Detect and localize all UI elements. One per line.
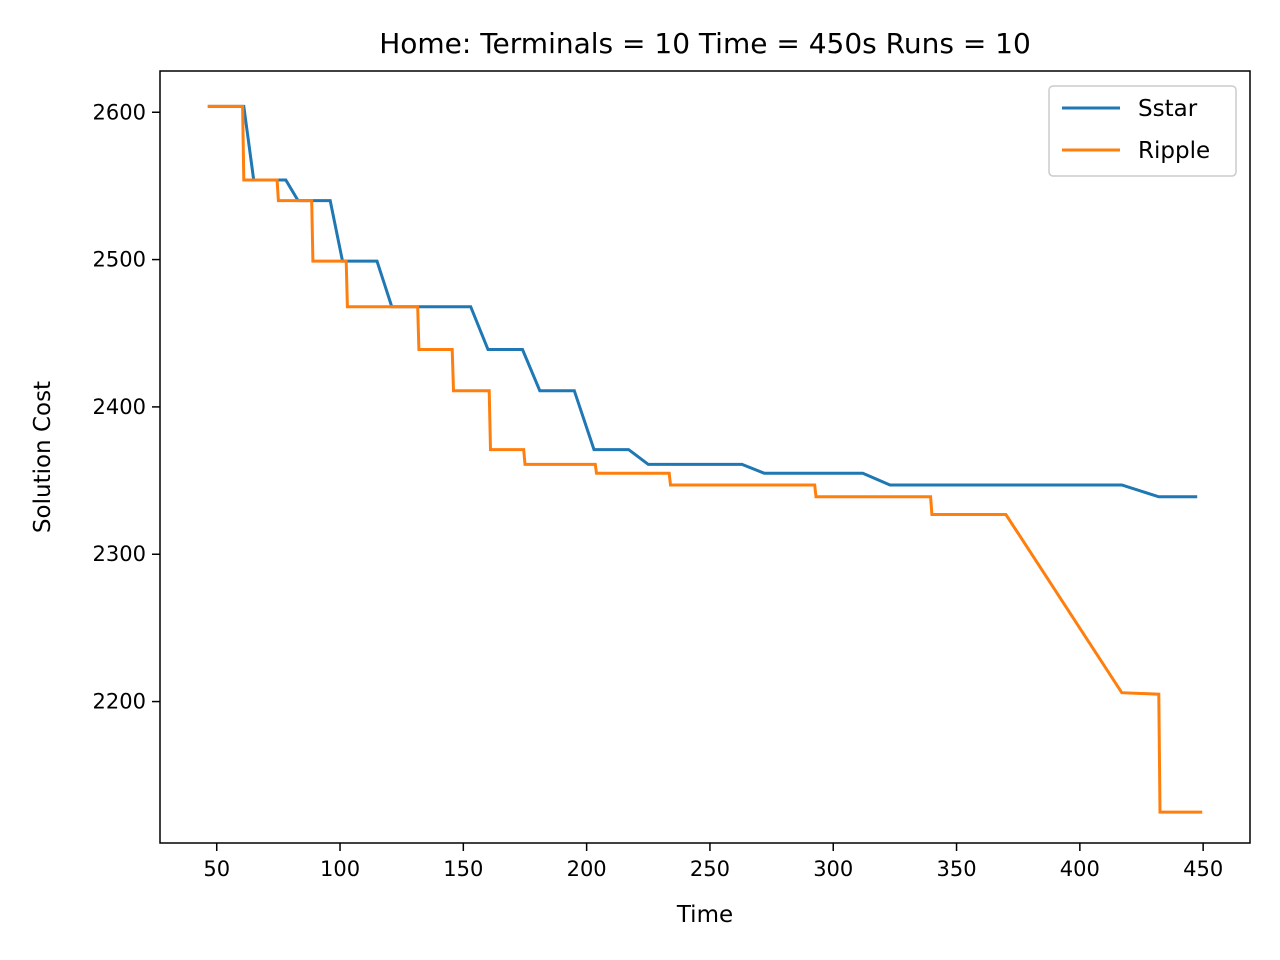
series-line-sstar — [207, 104, 1198, 499]
plot-frame — [159, 70, 1251, 844]
y-tick-label: 2300 — [93, 542, 146, 566]
x-tick-label: 200 — [567, 857, 607, 881]
x-tick-label: 450 — [1183, 857, 1223, 881]
x-tick-label: 350 — [936, 857, 976, 881]
y-tick-label: 2600 — [93, 100, 146, 124]
x-tick-label: 100 — [320, 857, 360, 881]
ticks-layer: 50 100 150 200 250 300 350 400 450 2200 2300 2400 25… — [93, 100, 1224, 881]
y-tick-label: 2400 — [93, 395, 146, 419]
chart-title: Home: Terminals = 10 Time = 450s Runs = … — [379, 27, 1031, 60]
legend-label-ripple: Ripple — [1138, 138, 1210, 164]
y-tick-label: 2200 — [93, 690, 146, 714]
series-layer — [207, 104, 1203, 814]
y-axis-label: Solution Cost — [30, 381, 56, 533]
x-tick-label: 400 — [1060, 857, 1100, 881]
series-line-ripple — [207, 104, 1203, 814]
y-tick-label: 2500 — [93, 248, 146, 272]
legend: Sstar Ripple — [1048, 85, 1237, 177]
x-tick-label: 250 — [690, 857, 730, 881]
x-tick-label: 300 — [813, 857, 853, 881]
x-tick-label: 150 — [443, 857, 483, 881]
legend-label-sstar: Sstar — [1138, 96, 1198, 122]
x-tick-label: 50 — [203, 857, 230, 881]
x-axis-label: Time — [676, 902, 733, 928]
